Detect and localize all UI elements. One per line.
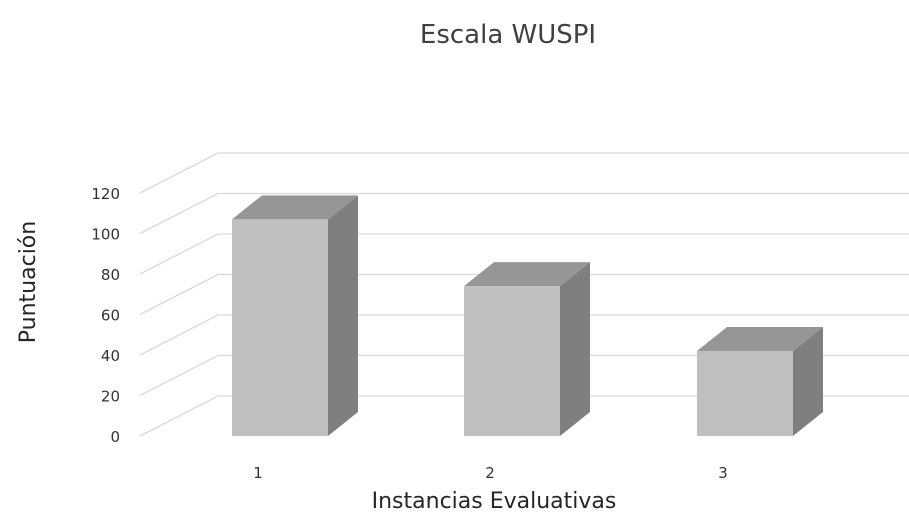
gridlines	[139, 152, 909, 437]
bar-front-face	[232, 219, 328, 436]
x-axis-title: Instancias Evaluativas	[372, 489, 617, 514]
y-tick-label: 60	[101, 307, 120, 325]
bar	[464, 262, 590, 436]
gridline	[139, 233, 909, 275]
x-tick-label: 1	[253, 464, 263, 482]
y-tick-label: 20	[101, 388, 120, 406]
y-tick-label: 0	[110, 428, 120, 446]
bars	[232, 195, 823, 436]
bar-front-face	[697, 350, 793, 436]
y-tick-label: 120	[91, 185, 120, 203]
bar-top-face	[464, 262, 590, 287]
gridline	[139, 152, 909, 194]
bar	[697, 326, 823, 436]
bar-top-face	[232, 195, 358, 220]
y-tick-label: 80	[101, 266, 120, 284]
bar-side-face	[328, 195, 358, 436]
gridline	[139, 395, 909, 437]
bar-side-face	[793, 326, 823, 436]
x-tick-label: 3	[718, 464, 728, 482]
bar-top-face	[697, 326, 823, 351]
y-axis-ticks: 0 20 40 60 80 100 120	[91, 185, 120, 446]
y-tick-label: 100	[91, 226, 120, 244]
gridline	[139, 192, 909, 235]
x-tick-label: 2	[485, 464, 495, 482]
y-axis-title: Puntuación	[16, 221, 41, 343]
y-tick-label: 40	[101, 347, 120, 365]
x-axis-ticks: 1 2 3	[253, 464, 728, 482]
bar	[232, 195, 358, 436]
gridline	[139, 314, 909, 356]
gridline	[139, 354, 909, 397]
bar-front-face	[464, 286, 560, 436]
bar-side-face	[560, 262, 590, 436]
gridline	[139, 273, 909, 316]
chart-title: Escala WUSPI	[420, 20, 596, 50]
